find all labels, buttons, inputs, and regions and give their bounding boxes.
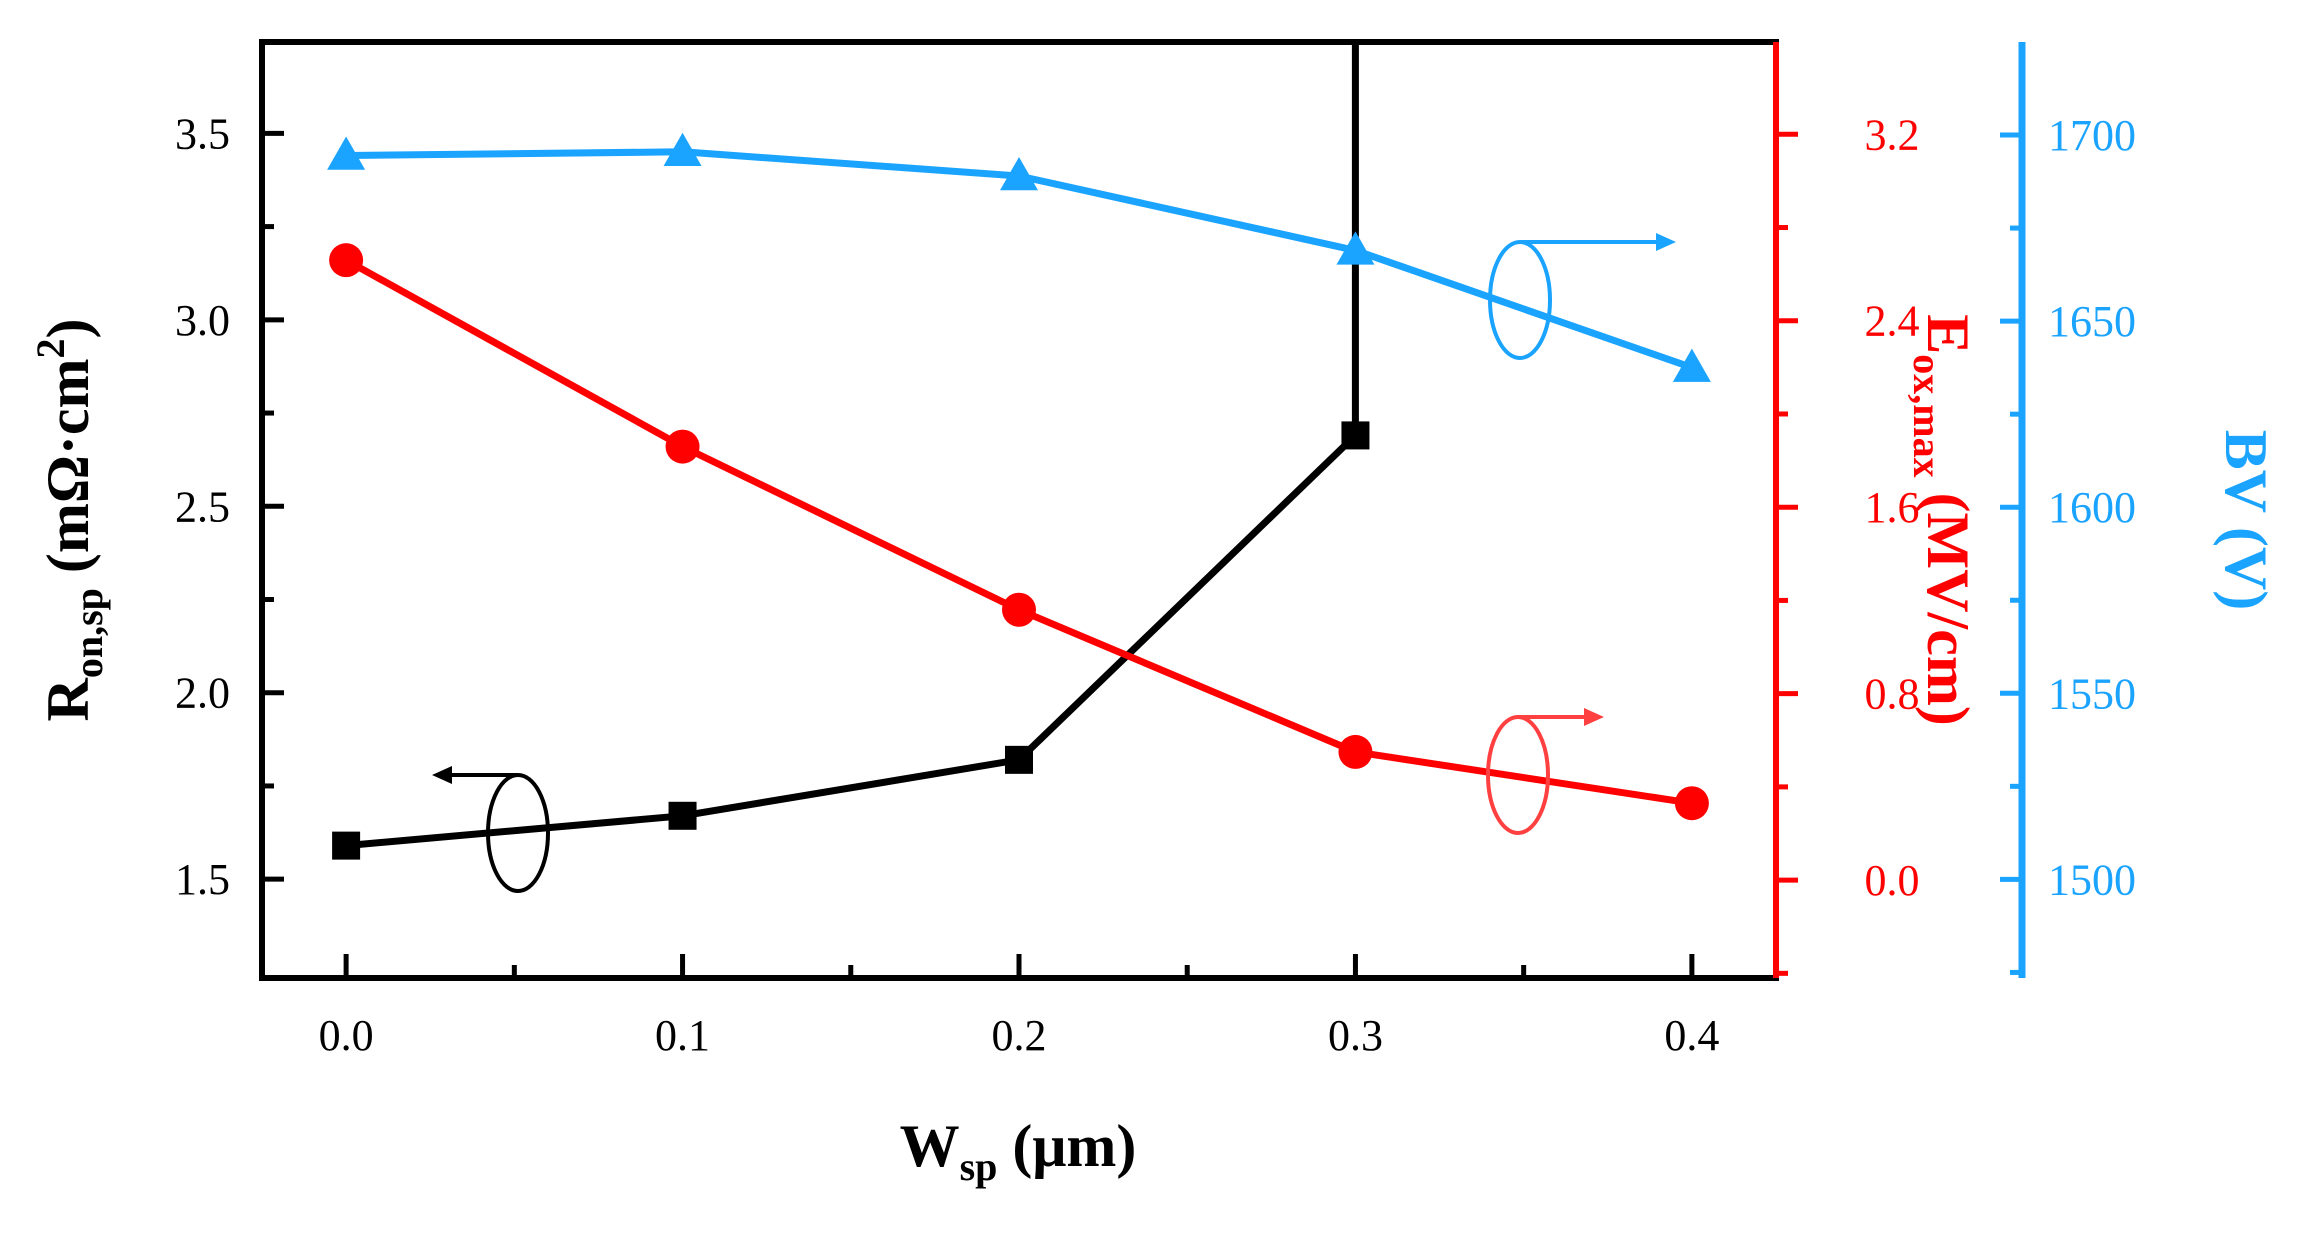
left-data-point xyxy=(1341,421,1370,450)
red-axis-title-main: E xyxy=(1915,314,1981,354)
blue-tick-label: 1550 xyxy=(2048,669,2136,718)
red-indicator-arrowhead xyxy=(1584,708,1604,726)
red-axis-title-sub: ox,max xyxy=(1905,354,1950,477)
x-tick-label: 0.0 xyxy=(319,1011,374,1060)
left-tick-label: 3.5 xyxy=(175,109,230,158)
red-tick-label: 0.0 xyxy=(1865,856,1920,905)
blue-tick-label: 1700 xyxy=(2048,111,2136,160)
left-tick-label: 3.0 xyxy=(175,296,230,345)
right-blue-data-point xyxy=(1336,231,1375,265)
left-indicator-arrowhead xyxy=(432,766,452,784)
red-tick-label: 1.6 xyxy=(1865,483,1920,532)
left-axis-title-main: R xyxy=(35,678,101,722)
red-tick-label: 0.8 xyxy=(1865,670,1920,719)
left-axis-title-sup: 2 xyxy=(28,338,73,358)
blue-tick-label: 1650 xyxy=(2048,297,2136,346)
x-tick-label: 0.4 xyxy=(1664,1011,1719,1060)
left-tick-label: 2.5 xyxy=(175,482,230,531)
left-axis-title: Ron,sp (mΩ·cm2) xyxy=(28,318,111,721)
left-data-point xyxy=(1005,745,1033,774)
x-axis-title-main: W xyxy=(900,1113,960,1179)
right-red-series-line xyxy=(344,257,1693,807)
blue-indicator-arrowhead xyxy=(1656,233,1676,251)
left-tick-label: 2.0 xyxy=(175,669,230,718)
right-red-data-point xyxy=(1674,786,1709,821)
x-tick-label: 0.1 xyxy=(655,1011,710,1060)
blue-tick-label: 1500 xyxy=(2048,855,2136,904)
right-red-data-point xyxy=(329,243,364,278)
right-blue-data-point xyxy=(1000,156,1038,191)
x-tick-label: 0.2 xyxy=(992,1011,1047,1060)
red-tick-label: 3.2 xyxy=(1865,110,1920,159)
blue-tick-label: 1600 xyxy=(2048,483,2136,532)
red-axis-indicator xyxy=(1486,708,1604,835)
red-axis-title: Eox,max (MV/cm) xyxy=(1905,314,1981,726)
right-red-data-point xyxy=(1338,734,1373,769)
red-axis-title-unit: (MV/cm) xyxy=(1915,478,1981,726)
x-axis-title: Wsp (μm) xyxy=(900,1113,1137,1189)
right-blue-data-point xyxy=(1672,348,1711,382)
right-blue-data-point xyxy=(327,136,366,170)
blue-axis-indicator xyxy=(1488,233,1676,360)
x-axis-title-unit: (μm) xyxy=(997,1113,1136,1179)
right-red-data-point xyxy=(1002,592,1036,627)
x-axis-title-sub: sp xyxy=(960,1144,998,1189)
left-axis-title-unit: (mΩ·cm xyxy=(35,358,101,588)
red-tick-label: 2.4 xyxy=(1865,297,1920,346)
x-tick-label: 0.3 xyxy=(1328,1011,1383,1060)
left-axis-title-close: ) xyxy=(35,318,101,338)
left-axis-indicator xyxy=(432,766,550,893)
left-tick-label: 1.5 xyxy=(175,855,230,904)
right-red-data-point xyxy=(665,429,700,464)
left-axis-title-sub: on,sp xyxy=(66,588,111,678)
left-data-point xyxy=(668,801,697,830)
right-blue-data-point xyxy=(663,132,702,167)
blue-axis-title: BV (V) xyxy=(2213,430,2279,611)
left-data-point xyxy=(332,831,361,860)
